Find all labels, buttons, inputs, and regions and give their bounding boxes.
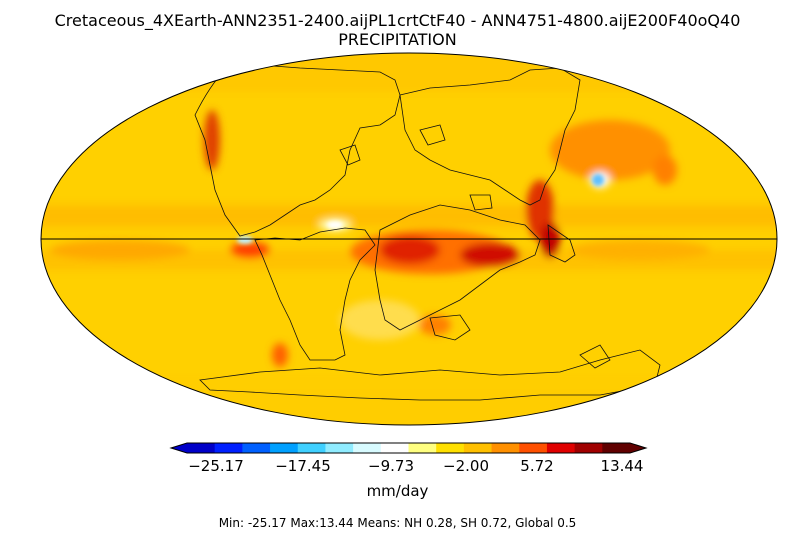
colorbar-tick-label: −25.17	[188, 457, 244, 475]
colorbar-max-arrow	[630, 443, 646, 453]
colorbar-tick-label: 5.72	[520, 457, 554, 475]
colorbar-segment	[270, 443, 299, 453]
stats-text: Min: -25.17 Max:13.44 Means: NH 0.28, SH…	[218, 516, 577, 530]
colorbar-tick-label: −2.00	[443, 457, 489, 475]
colorbar-segment	[491, 443, 520, 453]
colorbar-segment	[214, 443, 243, 453]
colorbar-segment	[546, 443, 576, 453]
colorbar-segment	[602, 443, 631, 453]
colorbar-segment	[519, 443, 548, 453]
colorbar-min-arrow	[171, 443, 187, 453]
colorbar-tick-label: −9.73	[368, 457, 414, 475]
colorbar-segment	[187, 443, 216, 453]
colorbar-tick-label: −17.45	[275, 457, 331, 475]
colorbar-segment	[463, 443, 493, 453]
colorbar-segment	[408, 443, 437, 453]
colorbar-segment	[325, 443, 354, 453]
colorbar-segment	[574, 443, 603, 453]
colorbar-segment	[380, 443, 409, 453]
map-title: Cretaceous_4XEarth-ANN2351-2400.aijPL1cr…	[54, 11, 741, 30]
colorbar-units: mm/day	[366, 482, 429, 500]
colorbar-segment	[436, 443, 465, 453]
map-subtitle: PRECIPITATION	[338, 30, 457, 49]
colorbar-tick-label: 13.44	[600, 457, 644, 475]
colorbar-segment	[353, 443, 382, 453]
colorbar-segment	[242, 443, 271, 453]
colorbar-segment	[297, 443, 326, 453]
